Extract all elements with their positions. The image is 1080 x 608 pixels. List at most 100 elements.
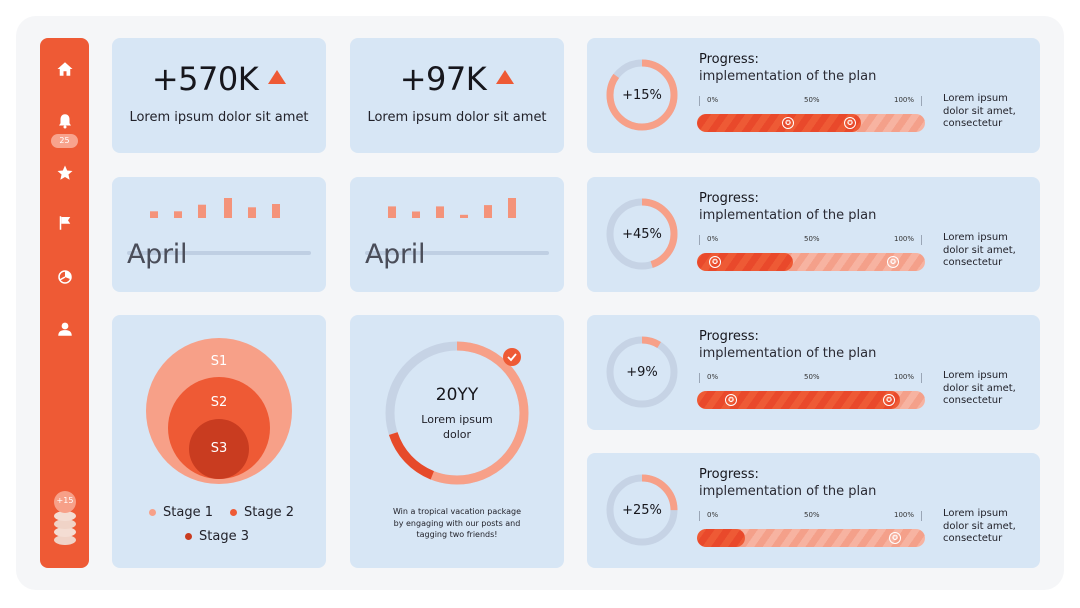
progress-note: Lorem ipsum dolor sit amet, consectetur — [943, 93, 1016, 129]
coins-stack[interactable]: +15 — [53, 490, 77, 550]
progress-ring-arc — [606, 474, 678, 546]
mini-bar — [174, 211, 182, 218]
milestone-star-icon[interactable]: ✪ — [725, 394, 737, 406]
mini-bar — [508, 198, 516, 218]
progress-subtitle: implementation of the plan — [699, 484, 877, 499]
check-icon — [503, 348, 521, 366]
month-label: April — [127, 239, 188, 270]
month-underline — [365, 251, 549, 255]
progress-subtitle: implementation of the plan — [699, 346, 877, 361]
kpi-caption: Lorem ipsum dolor sit amet — [367, 110, 547, 125]
mini-bar — [388, 206, 396, 218]
progress-title: Progress: — [699, 191, 759, 206]
progress-card: +9% Progress: implementation of the plan… — [587, 315, 1040, 430]
scale-label-100: 100% — [894, 96, 915, 104]
scale-label-0: 0% — [707, 96, 719, 104]
user-icon[interactable] — [54, 318, 75, 339]
year-card: 20YY Lorem ipsum dolor Win a tropical vac… — [350, 315, 564, 568]
year-note: Win a tropical vacation package by engagi… — [392, 507, 522, 539]
kpi-card-1: +570K Lorem ipsum dolor sit amet — [112, 38, 326, 153]
milestone-star-icon[interactable]: ✪ — [889, 532, 901, 544]
milestone-star-icon[interactable]: ✪ — [883, 394, 895, 406]
progress-bar-fill — [697, 391, 900, 409]
progress-title: Progress: — [699, 329, 759, 344]
mini-chart-card-1: April — [112, 177, 326, 292]
progress-bar[interactable]: ✪ ✪ — [697, 391, 925, 409]
star-icon[interactable] — [54, 162, 75, 183]
legend-dot — [230, 509, 237, 516]
mini-chart-card-2: April — [350, 177, 564, 292]
scale-tick — [699, 373, 700, 383]
scale-label-0: 0% — [707, 373, 719, 381]
progress-card: +25% Progress: implementation of the pla… — [587, 453, 1040, 568]
mini-bar — [460, 214, 468, 218]
legend-dot — [149, 509, 156, 516]
stages-diagram — [146, 338, 292, 484]
milestone-star-icon[interactable]: ✪ — [844, 117, 856, 129]
sidebar: 25 +15 — [40, 38, 89, 568]
home-icon[interactable] — [54, 58, 75, 79]
milestone-star-icon[interactable]: ✪ — [709, 256, 721, 268]
progress-bar[interactable]: ✪ ✪ — [697, 253, 925, 271]
progress-percent: +45% — [622, 226, 662, 242]
year-ring-progress — [385, 341, 529, 485]
pie-chart-icon[interactable] — [54, 266, 75, 287]
mini-bar — [248, 207, 256, 218]
milestone-star-icon[interactable]: ✪ — [782, 117, 794, 129]
progress-ring-arc — [606, 336, 678, 408]
year-ring — [385, 341, 529, 485]
kpi-value: +570K — [112, 60, 326, 98]
stage-1-label: S1 — [210, 354, 228, 369]
progress-note: Lorem ipsum dolor sit amet, consectetur — [943, 508, 1016, 544]
mini-bar — [224, 198, 232, 218]
mini-bar — [272, 204, 280, 218]
progress-ring-arc — [606, 59, 678, 131]
legend-item-stage-3: Stage 3 — [185, 529, 249, 544]
scale-tick — [699, 511, 700, 521]
progress-bar[interactable]: ✪ ✪ — [697, 114, 925, 132]
scale-label-50: 50% — [804, 96, 820, 104]
progress-bar-fill — [697, 253, 793, 271]
scale-label-100: 100% — [894, 511, 915, 519]
trend-up-icon — [268, 70, 287, 84]
progress-ring — [606, 336, 678, 408]
mini-bar-chart — [150, 198, 280, 218]
scale-label-0: 0% — [707, 235, 719, 243]
milestone-star-icon[interactable]: ✪ — [887, 256, 899, 268]
legend-item-stage-1: Stage 1 — [149, 505, 213, 520]
bell-icon[interactable] — [54, 110, 75, 131]
scale-tick — [921, 235, 922, 245]
trend-up-icon — [496, 70, 515, 84]
stages-card: S1 S2 S3 Stage 1 Stage 2 Stage 3 — [112, 315, 326, 568]
scale-tick — [699, 235, 700, 245]
progress-bar-fill — [697, 529, 745, 547]
progress-note: Lorem ipsum dolor sit amet, consectetur — [943, 232, 1016, 268]
kpi-card-2: +97K Lorem ipsum dolor sit amet — [350, 38, 564, 153]
scale-tick — [921, 96, 922, 106]
progress-note: Lorem ipsum dolor sit amet, consectetur — [943, 370, 1016, 406]
mini-bar — [198, 204, 206, 218]
progress-card: +45% Progress: implementation of the pla… — [587, 177, 1040, 292]
progress-card: +15% Progress: implementation of the pla… — [587, 38, 1040, 153]
progress-bar[interactable]: ✪ — [697, 529, 925, 547]
progress-percent: +15% — [622, 87, 662, 103]
flag-icon[interactable] — [54, 212, 75, 233]
scale-tick — [699, 96, 700, 106]
scale-label-50: 50% — [804, 235, 820, 243]
progress-bar-fill — [697, 114, 862, 132]
progress-subtitle: implementation of the plan — [699, 208, 877, 223]
year-subtitle: Lorem ipsum dolor — [421, 413, 493, 441]
scale-tick — [921, 511, 922, 521]
scale-label-50: 50% — [804, 511, 820, 519]
stage-3-label: S3 — [210, 441, 228, 456]
mini-bar — [484, 205, 492, 218]
mini-bar — [436, 206, 444, 218]
progress-ring — [606, 59, 678, 131]
progress-ring — [606, 198, 678, 270]
kpi-value: +97K — [350, 60, 564, 98]
stage-2-label: S2 — [210, 395, 228, 410]
month-underline — [127, 251, 311, 255]
mini-bar-chart — [388, 198, 516, 218]
coins-label: +15 — [56, 496, 74, 505]
month-label: April — [365, 239, 426, 270]
